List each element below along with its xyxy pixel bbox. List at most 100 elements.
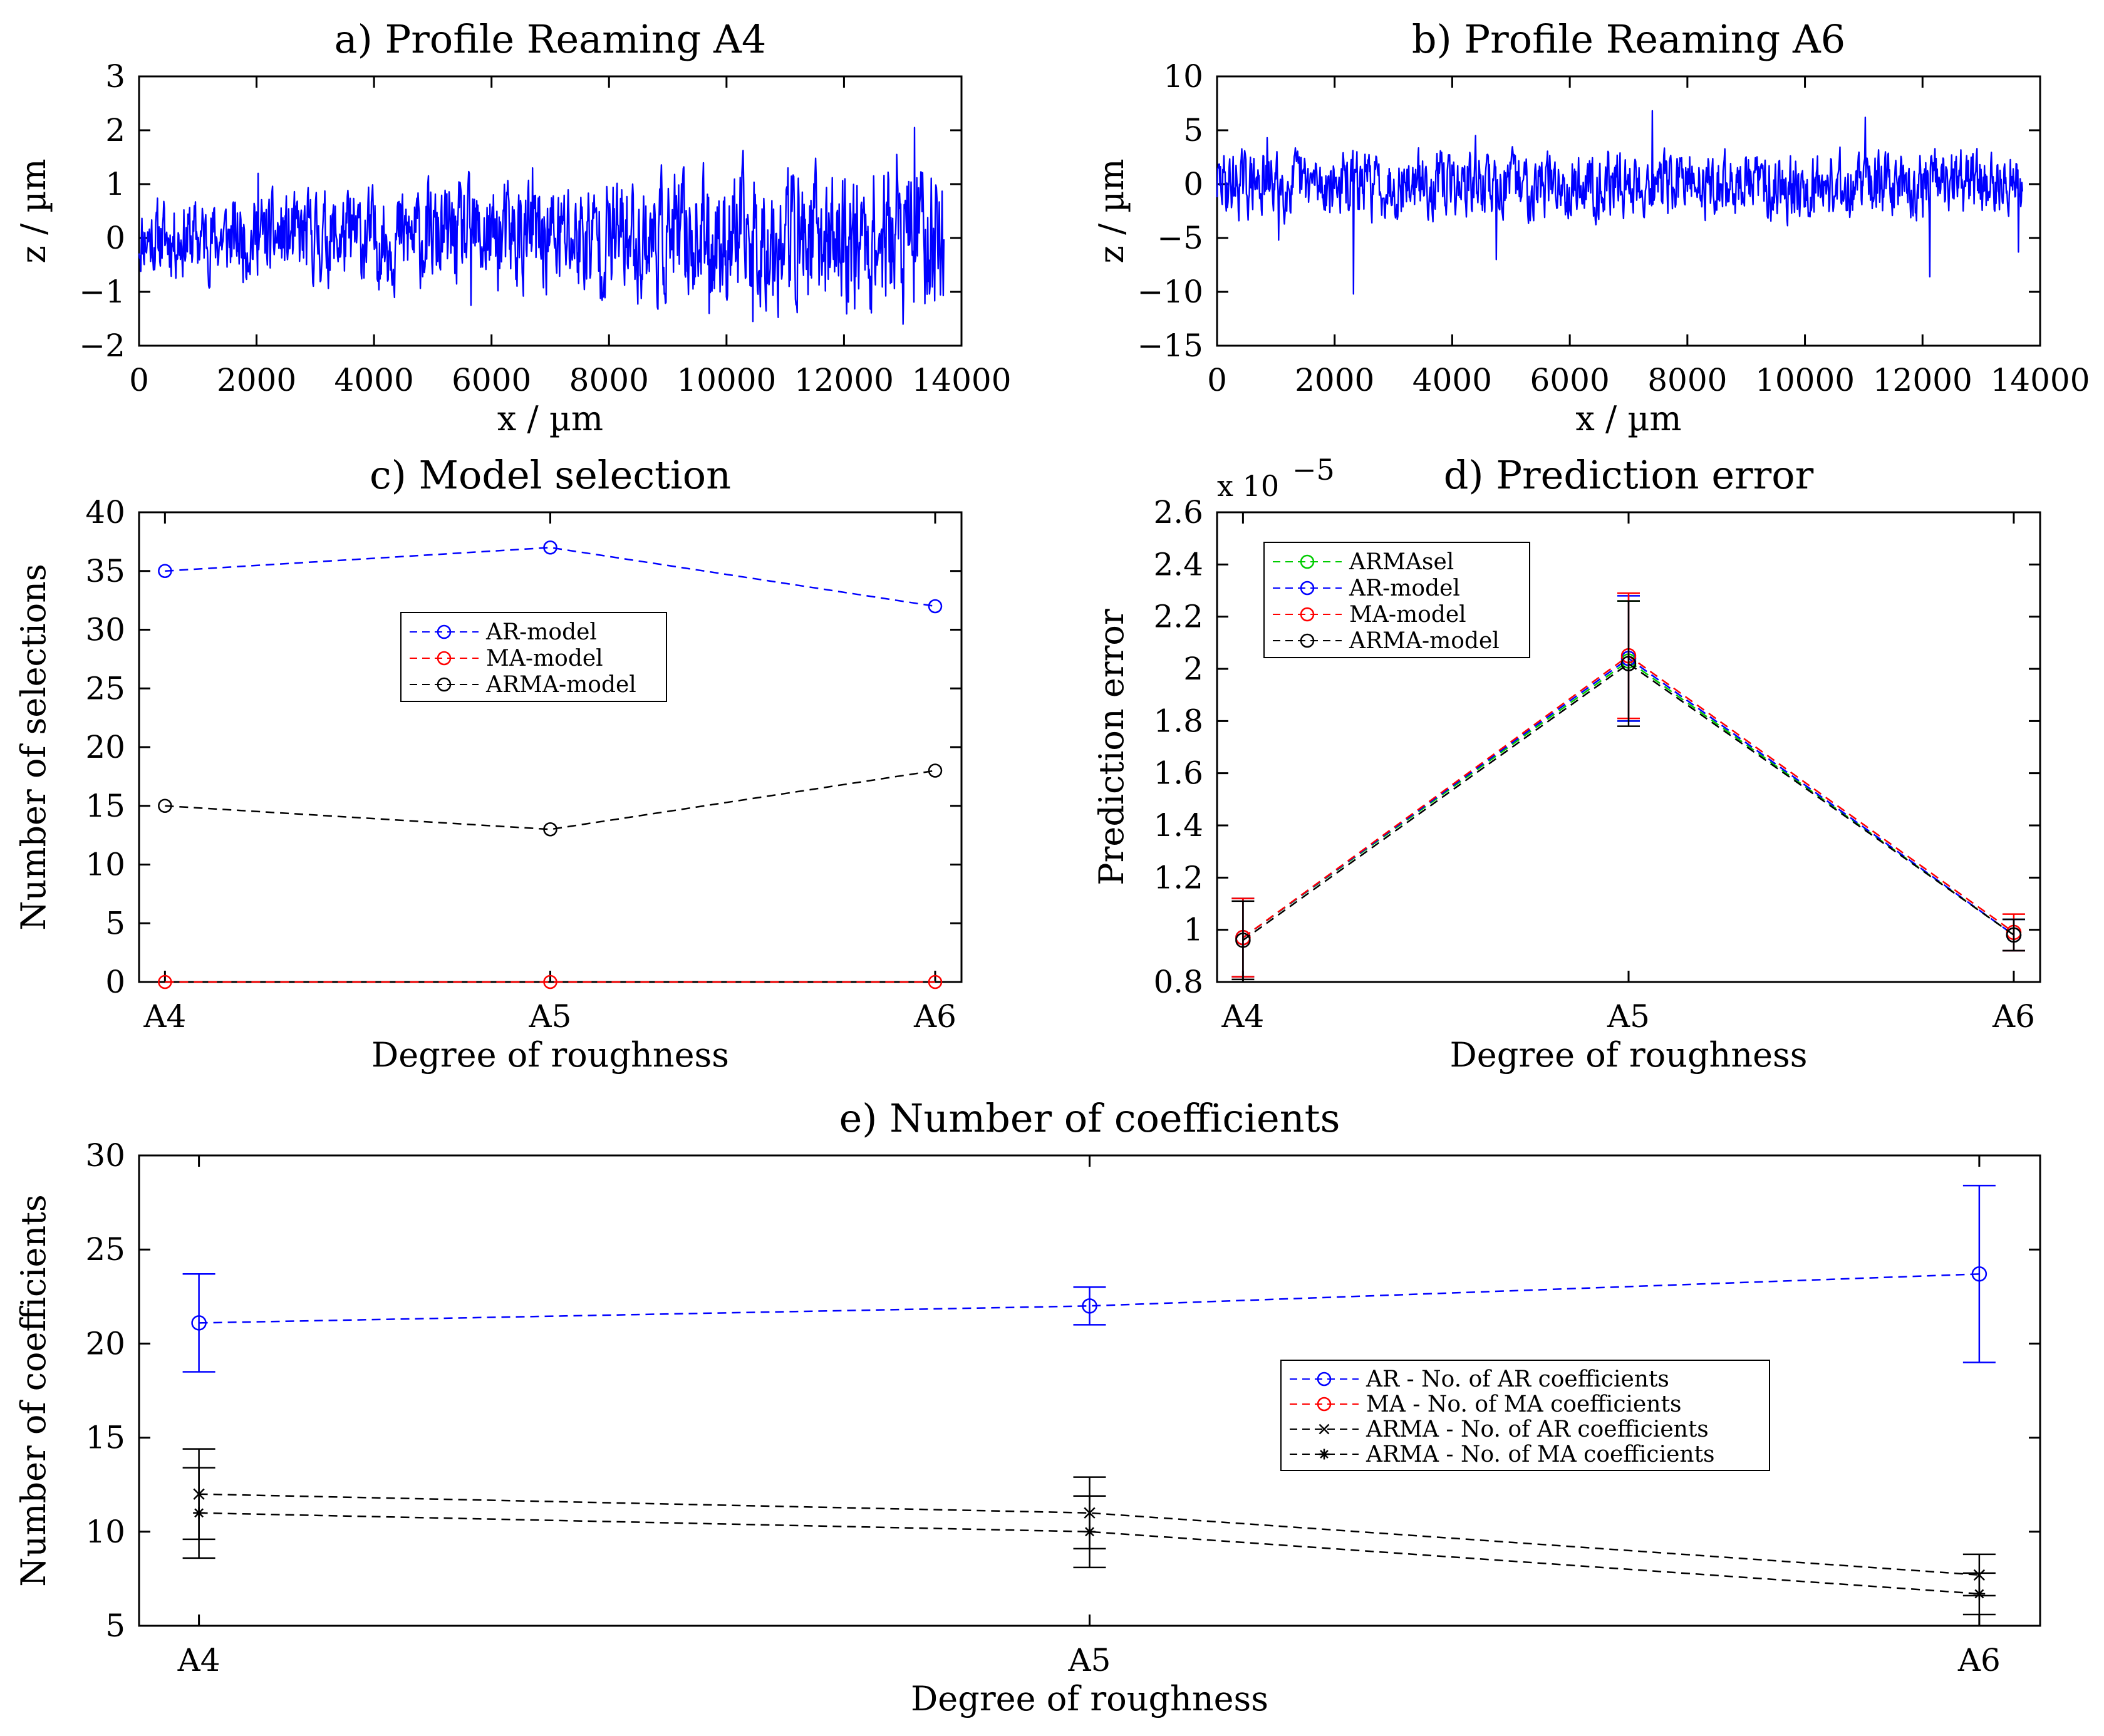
y-tick-label: 15 (85, 788, 125, 824)
marker-circle (1300, 581, 1315, 596)
plot-frame (138, 75, 963, 347)
marker-circle (191, 1315, 207, 1331)
legend-label: MA-model (486, 646, 603, 671)
x-tick-label: 4000 (334, 362, 414, 398)
y-tick-label: 1.8 (1153, 703, 1203, 739)
x-tick-label: A6 (1992, 998, 2035, 1035)
marker-circle (543, 822, 557, 837)
marker-star (193, 1507, 205, 1519)
profile-line (1216, 110, 2023, 295)
x-tick-label: A5 (1068, 1642, 1111, 1678)
panel-d: d) Prediction error 0.8 1 1.2 1.4 1.6 1.8 2 2.2 2… (1092, 452, 2041, 1075)
marker-circle (1300, 633, 1315, 648)
legend-box (400, 612, 667, 702)
scale-factor-label: x 10 (1217, 469, 1279, 503)
x-tick-label: 6000 (452, 362, 531, 398)
legend-box (1263, 542, 1530, 658)
marker-circle (1300, 607, 1315, 622)
legend-label: MA - No. of MA coefficients (1366, 1392, 1681, 1417)
series-line-arma-model (165, 770, 936, 830)
plot-frame (138, 511, 963, 983)
legend-entry: AR - No. of AR coefficients (1290, 1367, 1669, 1392)
y-tick-label: 0 (105, 220, 125, 256)
legend-label: ARMA - No. of MA coefficients (1366, 1442, 1715, 1467)
x-tick-label: A5 (1607, 998, 1650, 1035)
x-tick-label: A4 (177, 1642, 220, 1678)
y-tick-label: 1 (105, 166, 125, 202)
y-tick-label: 10 (85, 847, 125, 883)
y-tick-label: 10 (85, 1514, 125, 1550)
legend-entry: AR-model (1273, 576, 1460, 601)
series-line-arma-no-of-ma-coefficients (199, 1512, 1979, 1595)
y-tick-label: 35 (85, 553, 125, 589)
error-bar (1073, 1286, 1106, 1326)
y-tick-label: 5 (1183, 112, 1203, 148)
marker-circle (543, 974, 557, 989)
y-axis-label: Number of coefficients (14, 1194, 53, 1586)
y-tick-label: 2.6 (1153, 494, 1203, 530)
y-tick-label: −2 (79, 328, 125, 364)
y-tick-label: −15 (1137, 328, 1203, 364)
plot-frame (1216, 75, 2041, 347)
y-tick-label: 1.4 (1153, 807, 1203, 844)
y-tick-label: 3 (105, 58, 125, 95)
marker-star (1319, 1449, 1330, 1460)
legend-label: AR - No. of AR coefficients (1366, 1367, 1669, 1392)
y-tick-label: 2.2 (1153, 599, 1203, 635)
x-tick-label: A6 (913, 998, 956, 1035)
error-bar (1617, 600, 1640, 727)
legend-label: ARMAsel (1349, 549, 1454, 575)
x-tick-label: 12000 (794, 362, 894, 398)
legend-entry: MA-model (410, 646, 603, 671)
y-tick-label: −10 (1137, 274, 1203, 310)
legend-entry: ARMA - No. of MA coefficients (1290, 1442, 1715, 1467)
y-tick-label: 5 (105, 1608, 125, 1644)
y-axis-label: z / µm (14, 158, 53, 263)
marker-circle (1300, 554, 1315, 569)
y-tick-label: −5 (1157, 220, 1203, 256)
chart-title: a) Profile Reaming A4 (334, 16, 767, 62)
x-axis-label: Degree of roughness (1450, 1035, 1808, 1075)
marker-star (1084, 1526, 1096, 1538)
x-tick-label: 14000 (1990, 362, 2090, 398)
x-tick-label: A4 (1221, 998, 1264, 1035)
legend-entry: ARMAsel (1273, 549, 1454, 575)
legend-label: AR-model (485, 619, 597, 645)
error-bar (1231, 900, 1255, 981)
x-axis-label: Degree of roughness (371, 1035, 729, 1075)
error-bar (2002, 918, 2025, 952)
series-line-ar-no-of-ar-coefficients (199, 1273, 1979, 1324)
chart-title: e) Number of coefficients (839, 1095, 1340, 1141)
y-tick-label: 20 (85, 1325, 125, 1361)
marker-circle (1235, 933, 1251, 948)
marker-circle (437, 651, 452, 666)
marker-circle (158, 974, 172, 989)
y-axis-label: Number of selections (14, 564, 53, 931)
x-axis-label: Degree of roughness (911, 1679, 1268, 1718)
x-tick-label: 8000 (1647, 362, 1727, 398)
marker-circle (158, 798, 172, 813)
marker-circle (1317, 1397, 1332, 1412)
scale-exponent: −5 (1292, 453, 1335, 487)
x-axis-label: x / µm (1575, 399, 1681, 438)
marker-circle (1620, 656, 1637, 671)
marker-circle (437, 624, 452, 639)
error-bar (182, 1273, 215, 1373)
y-tick-label: 30 (85, 1137, 125, 1174)
marker-circle (928, 763, 943, 778)
x-tick-label: 2000 (1295, 362, 1374, 398)
marker-x (1319, 1423, 1330, 1435)
legend-entry: MA-model (1273, 602, 1466, 628)
y-tick-label: 25 (85, 670, 125, 706)
y-tick-label: 0 (1183, 166, 1203, 202)
y-axis-label: Prediction error (1092, 609, 1131, 886)
y-tick-label: 2 (1183, 651, 1203, 687)
y-tick-label: 10 (1163, 58, 1203, 95)
profile-line (138, 127, 945, 325)
marker-circle (1317, 1372, 1332, 1387)
panel-b: b) Profile Reaming A6 −15 −10 −5 0 5 10 z / µm x… (1092, 16, 2090, 438)
panel-e: e) Number of coefficients 5 10 15 20 25 30 Numb… (14, 1095, 2041, 1718)
x-tick-label: 14000 (911, 362, 1011, 398)
legend-label: AR-model (1349, 576, 1460, 601)
